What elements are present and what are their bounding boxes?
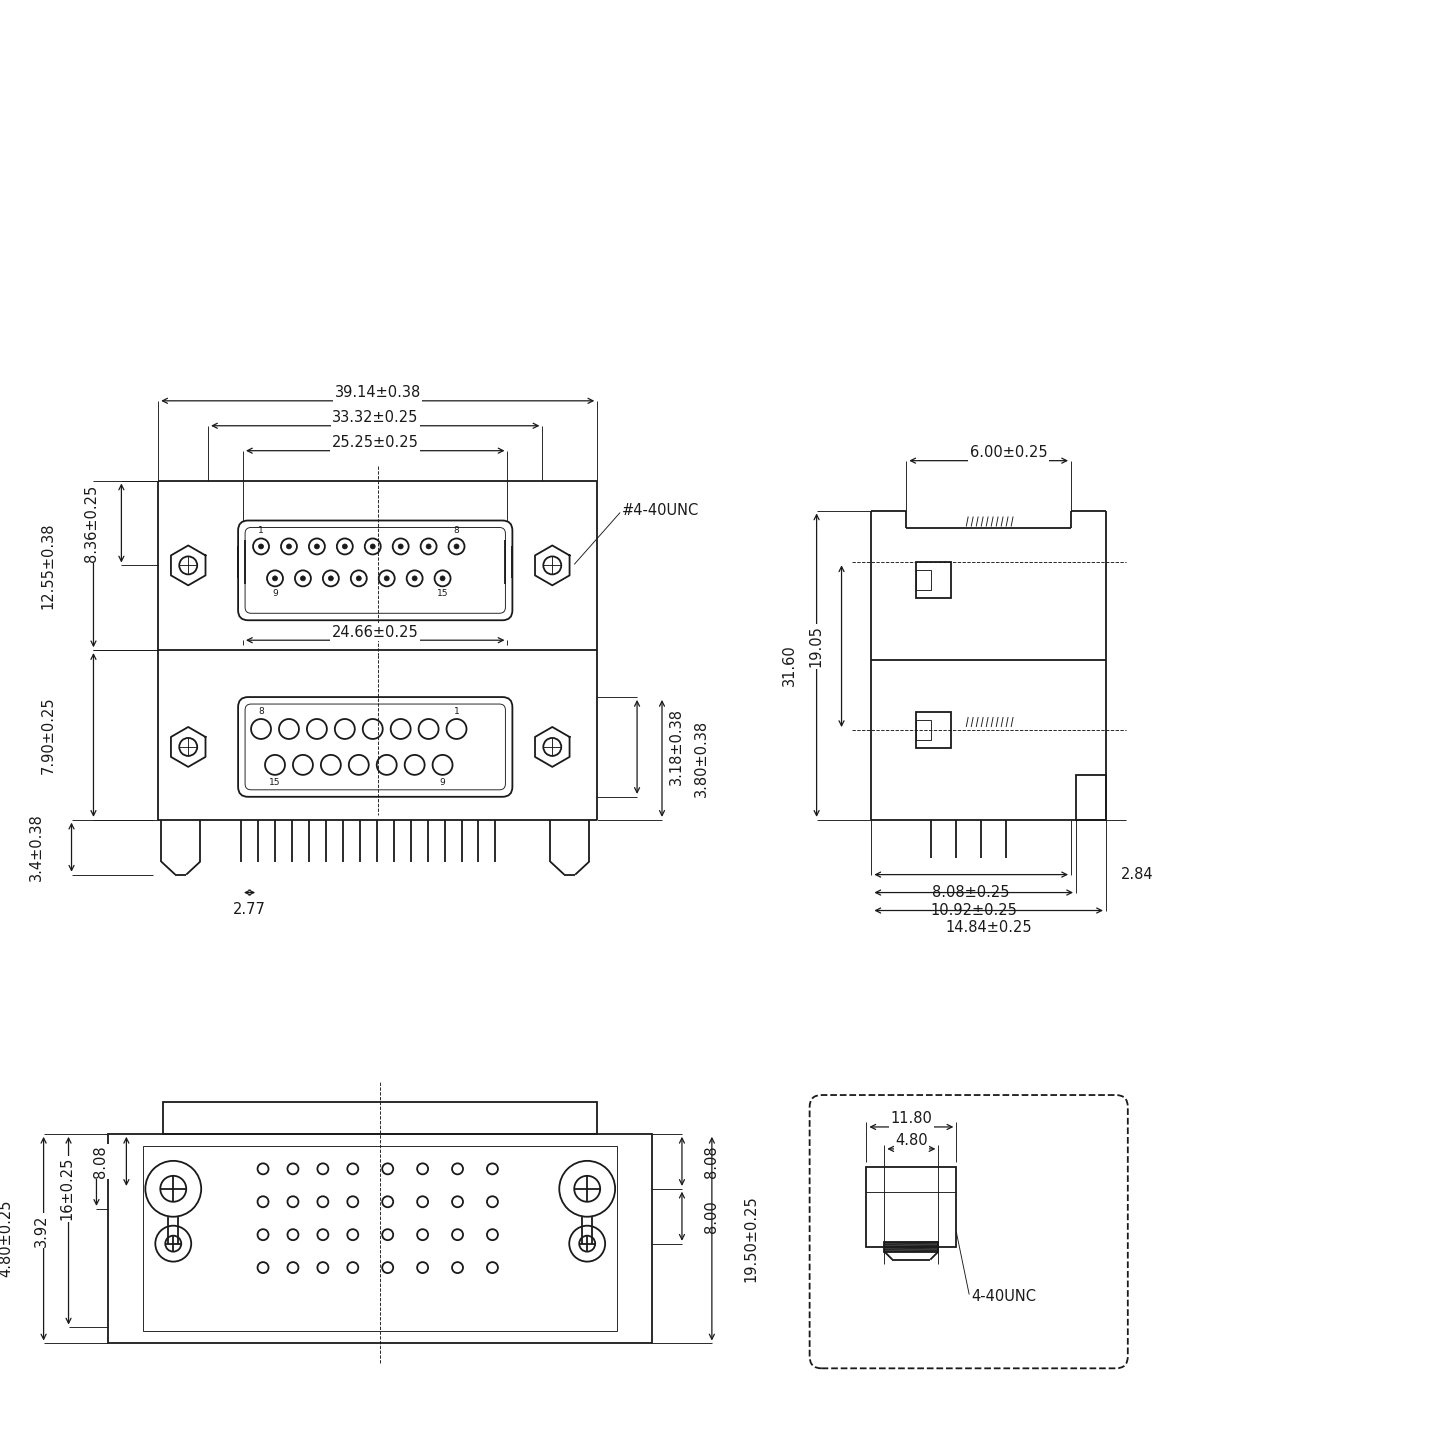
Bar: [867, 1166, 956, 1247]
Text: 14.84±0.25: 14.84±0.25: [945, 920, 1032, 936]
Text: 8: 8: [454, 527, 459, 536]
Circle shape: [384, 576, 389, 580]
Circle shape: [454, 544, 459, 549]
Text: 19.50±0.25: 19.50±0.25: [744, 1195, 759, 1282]
Circle shape: [441, 576, 445, 580]
Bar: [1076, 775, 1106, 819]
Circle shape: [343, 544, 347, 549]
Text: 9: 9: [272, 589, 278, 599]
Text: 33.32±0.25: 33.32±0.25: [333, 410, 419, 425]
Circle shape: [314, 544, 320, 549]
Text: 39.14±0.38: 39.14±0.38: [334, 386, 420, 400]
Text: 9: 9: [439, 778, 445, 786]
Circle shape: [328, 576, 333, 580]
Circle shape: [399, 544, 403, 549]
Text: 7.90±0.25: 7.90±0.25: [40, 696, 56, 773]
Text: 3.92: 3.92: [33, 1214, 49, 1247]
Text: #4-40UNC: #4-40UNC: [622, 503, 700, 518]
Text: 4.80: 4.80: [896, 1133, 927, 1149]
Circle shape: [426, 544, 431, 549]
Text: 31.60: 31.60: [782, 644, 796, 685]
Text: 6.00±0.25: 6.00±0.25: [969, 445, 1047, 461]
Circle shape: [356, 576, 361, 580]
Bar: [916, 570, 932, 590]
Text: 4.80±0.25: 4.80±0.25: [0, 1200, 13, 1277]
Bar: [108, 1133, 652, 1344]
Text: 24.66±0.25: 24.66±0.25: [331, 625, 419, 639]
Text: 2.84: 2.84: [1120, 867, 1153, 883]
Text: 3.4±0.38: 3.4±0.38: [29, 814, 43, 881]
Text: 3.18±0.38: 3.18±0.38: [670, 708, 684, 785]
Bar: [144, 1146, 618, 1332]
Text: 8.08: 8.08: [704, 1145, 719, 1178]
Text: 8.08: 8.08: [94, 1145, 108, 1178]
Text: 11.80: 11.80: [890, 1112, 932, 1126]
Circle shape: [412, 576, 418, 580]
Circle shape: [301, 576, 305, 580]
Circle shape: [259, 544, 264, 549]
Text: 25.25±0.25: 25.25±0.25: [331, 435, 419, 451]
Text: 12.55±0.38: 12.55±0.38: [40, 523, 56, 609]
Text: 15: 15: [436, 589, 448, 599]
Bar: [163, 1102, 598, 1133]
Text: 19.05: 19.05: [809, 625, 824, 667]
Text: 16±0.25: 16±0.25: [59, 1158, 75, 1221]
Text: 10.92±0.25: 10.92±0.25: [930, 903, 1017, 917]
Bar: [884, 1241, 939, 1251]
Text: 8: 8: [258, 707, 264, 716]
Text: 3.80±0.38: 3.80±0.38: [694, 720, 708, 796]
Bar: [916, 563, 952, 598]
Text: 4-40UNC: 4-40UNC: [971, 1289, 1037, 1305]
Text: 8.00: 8.00: [704, 1200, 719, 1233]
Bar: [916, 720, 932, 740]
Circle shape: [370, 544, 376, 549]
Bar: [916, 711, 952, 747]
Text: 2.77: 2.77: [233, 901, 266, 916]
Text: 1: 1: [454, 707, 459, 716]
Circle shape: [272, 576, 278, 580]
Text: 8.08±0.25: 8.08±0.25: [933, 884, 1009, 900]
Circle shape: [287, 544, 291, 549]
Text: 15: 15: [269, 778, 281, 786]
Text: 1: 1: [258, 527, 264, 536]
Text: 8.36±0.25: 8.36±0.25: [85, 484, 99, 562]
